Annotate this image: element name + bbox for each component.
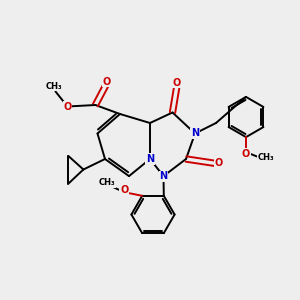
Text: O: O xyxy=(242,148,250,159)
Text: O: O xyxy=(214,158,223,169)
Text: O: O xyxy=(102,76,111,87)
Text: O: O xyxy=(120,185,128,195)
Text: CH₃: CH₃ xyxy=(98,178,115,187)
Text: N: N xyxy=(191,128,199,139)
Text: CH₃: CH₃ xyxy=(46,82,62,91)
Text: N: N xyxy=(159,171,168,181)
Text: O: O xyxy=(173,77,181,88)
Text: CH₃: CH₃ xyxy=(258,153,274,162)
Text: O: O xyxy=(63,101,72,112)
Text: N: N xyxy=(146,154,154,164)
